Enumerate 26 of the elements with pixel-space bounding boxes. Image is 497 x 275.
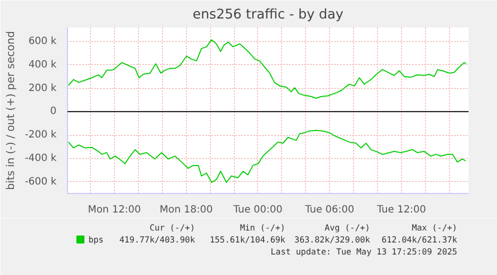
y-tick-label: -600 k — [24, 176, 57, 188]
text: Cur (-/+) — [150, 222, 195, 232]
x-tick-label: Mon 12:00 — [88, 204, 141, 216]
line-series — [68, 39, 467, 99]
text: Max (-/+) — [412, 222, 458, 232]
text: Min (-/+) — [240, 222, 286, 232]
x-tick-label: Tue 06:00 — [304, 204, 354, 216]
y-tick-label: -400 k — [24, 152, 57, 164]
text: 419.77k/403.90k — [119, 234, 195, 244]
y-tick-label: 0 — [50, 106, 57, 118]
x-tick-label: Tue 00:00 — [232, 204, 282, 216]
text: 155.61k/104.69k — [210, 234, 286, 244]
x-tick-label: Tue 12:00 — [376, 204, 426, 216]
legend-label: bps — [88, 234, 104, 244]
text: Last update: Tue May 13 17:25:09 2025 — [270, 246, 458, 256]
text: 363.82k/329.00k — [294, 234, 370, 244]
y-axis-title: bits in (-) / out (+) per second — [4, 30, 17, 190]
text: 612.04k/621.37k — [382, 234, 458, 244]
y-tick-label: 400 k — [28, 59, 57, 70]
chart-title: ens256 traffic - by day — [192, 8, 344, 22]
x-tick-label: Mon 18:00 — [160, 204, 213, 216]
text: Avg (-/+) — [324, 222, 370, 232]
y-tick-label: -200 k — [24, 130, 57, 141]
line-series — [68, 130, 466, 183]
y-tick-label: 600 k — [28, 36, 57, 48]
y-tick-label: 200 k — [28, 82, 57, 94]
